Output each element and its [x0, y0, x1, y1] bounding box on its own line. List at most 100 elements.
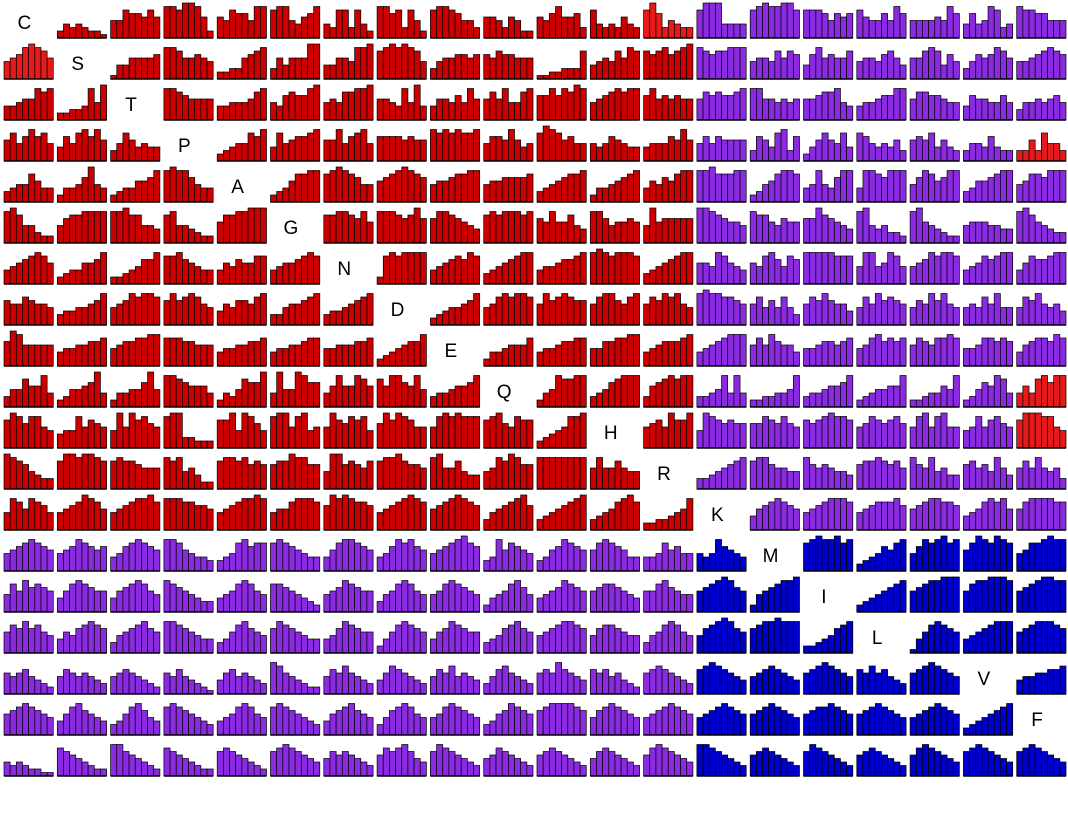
- bar: [579, 300, 587, 326]
- bar: [141, 143, 148, 162]
- bar: [313, 337, 321, 367]
- bar: [313, 686, 321, 695]
- bar: [1047, 416, 1055, 449]
- diagonal-label-G: G: [284, 218, 299, 239]
- bar: [579, 628, 587, 654]
- bar: [815, 665, 823, 695]
- bar: [419, 426, 427, 449]
- bar: [348, 460, 355, 490]
- bar: [75, 23, 83, 39]
- bar: [840, 761, 847, 777]
- histogram-cell: [856, 747, 907, 777]
- bar: [313, 84, 321, 121]
- bar: [963, 464, 970, 490]
- bar: [229, 68, 237, 80]
- histogram-cell: [749, 334, 800, 367]
- bar: [815, 170, 823, 203]
- histogram-cell: [963, 252, 1014, 285]
- bar: [715, 293, 722, 326]
- histogram-cell: [430, 621, 481, 654]
- bar: [915, 464, 923, 490]
- bar: [376, 512, 384, 531]
- bar: [93, 624, 101, 654]
- bar: [501, 423, 509, 449]
- bar: [508, 16, 515, 39]
- bar: [862, 16, 870, 39]
- bar: [561, 621, 569, 654]
- bar: [596, 672, 603, 695]
- bar: [169, 88, 177, 121]
- bar: [862, 423, 870, 449]
- bar: [1034, 621, 1042, 654]
- bar: [1016, 307, 1024, 326]
- bar: [702, 136, 710, 162]
- bar: [667, 672, 675, 695]
- bar: [376, 460, 384, 490]
- bar: [413, 341, 421, 367]
- bar: [786, 50, 794, 80]
- bar: [63, 23, 70, 39]
- bar: [514, 211, 522, 244]
- bar: [282, 706, 290, 736]
- bar: [649, 556, 657, 572]
- bar: [288, 426, 296, 449]
- bar: [413, 207, 421, 244]
- bar: [354, 464, 362, 490]
- bar: [376, 645, 384, 654]
- bar: [1059, 478, 1067, 490]
- bar: [200, 720, 208, 736]
- bar: [555, 430, 562, 449]
- bar: [40, 375, 48, 408]
- bar: [833, 758, 841, 777]
- bar: [940, 576, 948, 613]
- bar: [15, 334, 23, 367]
- histogram-cell: [216, 412, 267, 449]
- bar: [235, 542, 243, 572]
- bar: [28, 173, 36, 203]
- bar: [122, 341, 130, 367]
- bar: [567, 672, 575, 695]
- bar: [307, 296, 314, 326]
- histogram-cell: [110, 412, 161, 449]
- bar: [419, 594, 427, 613]
- bar: [661, 624, 669, 654]
- bar: [567, 583, 575, 613]
- bar: [602, 583, 610, 613]
- bar: [3, 713, 11, 736]
- bar: [63, 453, 70, 490]
- bar: [868, 597, 876, 613]
- bar: [40, 631, 48, 654]
- histogram-cell: [1016, 665, 1067, 695]
- bar: [235, 676, 243, 695]
- bar: [436, 314, 444, 326]
- bar: [22, 225, 29, 244]
- bar: [360, 416, 368, 449]
- bar: [81, 307, 89, 326]
- bar: [702, 412, 710, 449]
- bar: [739, 713, 747, 736]
- bar: [1053, 624, 1061, 654]
- bar: [696, 430, 704, 449]
- bar: [407, 624, 415, 654]
- bar: [442, 412, 450, 449]
- bar: [749, 460, 757, 490]
- bar: [354, 300, 362, 326]
- bar: [626, 471, 634, 490]
- bar: [987, 177, 995, 203]
- bar: [542, 20, 550, 39]
- bar: [774, 132, 782, 162]
- bar: [589, 590, 597, 613]
- histogram-cell: [536, 580, 587, 613]
- bar: [467, 132, 474, 162]
- bar: [1006, 474, 1014, 490]
- bar: [247, 761, 255, 777]
- bar: [928, 225, 936, 244]
- bar: [934, 180, 942, 203]
- bar: [300, 754, 308, 777]
- bar: [881, 143, 888, 162]
- bar: [614, 672, 622, 695]
- histogram-cell: [216, 207, 267, 244]
- bar: [15, 628, 23, 654]
- bar: [733, 170, 741, 203]
- bar: [708, 344, 716, 367]
